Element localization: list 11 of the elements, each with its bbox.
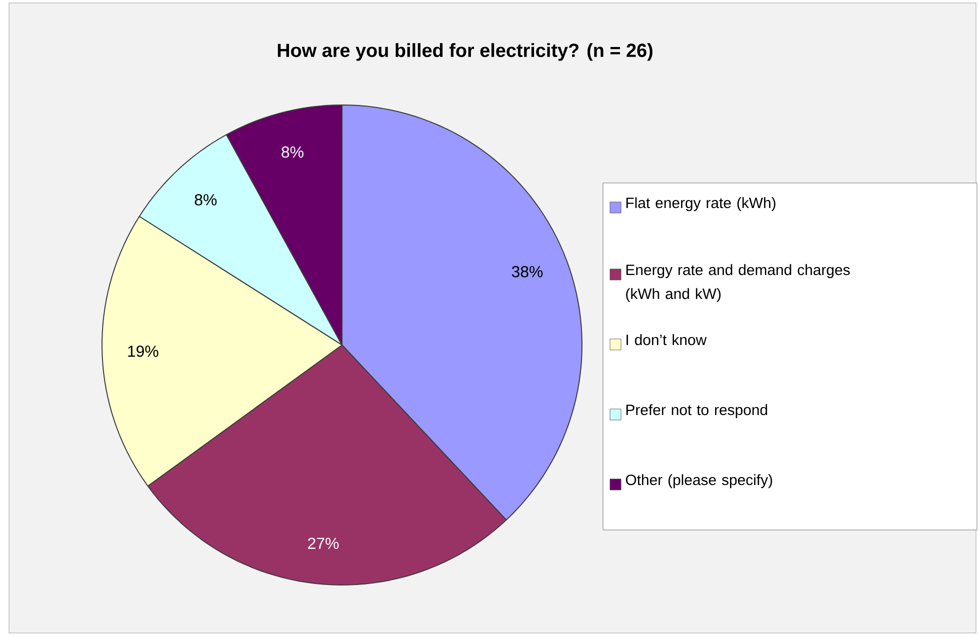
legend-label: Other (please specify) bbox=[626, 474, 772, 488]
legend-label: Prefer not to respond bbox=[626, 404, 768, 418]
data-label: 8% bbox=[282, 146, 304, 158]
legend-label: I don’t know bbox=[626, 334, 707, 346]
data-label: 19% bbox=[128, 346, 158, 357]
data-label: 8% bbox=[194, 194, 217, 206]
data-label: 27% bbox=[308, 538, 339, 549]
legend-label: Flat energy rate (kWh) bbox=[626, 197, 776, 212]
legend-label: Energy rate and demand charges (kWh and kW) bbox=[626, 264, 850, 302]
data-label: 38% bbox=[512, 266, 543, 278]
chart-title: How are you billed for electricity? (n = 26) bbox=[278, 43, 652, 61]
